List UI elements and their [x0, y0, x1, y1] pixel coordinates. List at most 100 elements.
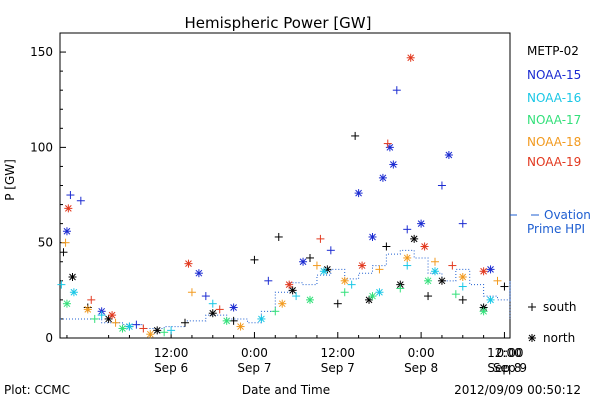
ovation-line [60, 249, 511, 329]
data-point-noaa-16-north [69, 288, 78, 297]
legend-north-marker [528, 334, 536, 342]
data-point-noaa-16-south [208, 299, 217, 308]
data-point-noaa-15-north [299, 257, 308, 266]
data-point-noaa-15-north [389, 160, 398, 169]
data-point-noaa-17-south [160, 328, 169, 337]
data-point-noaa-17-north [306, 295, 314, 304]
data-point-noaa-18-south [431, 257, 439, 266]
data-point-noaa-15-south [326, 246, 335, 255]
data-point-noaa-17-north [368, 292, 377, 301]
y-tick-label: 150 [30, 45, 53, 59]
data-point-metp-02-north [153, 326, 162, 335]
data-point-noaa-15-north [354, 189, 363, 198]
y-tick-label: 50 [38, 236, 53, 250]
data-point-noaa-17-south [271, 307, 280, 316]
data-point-metp-02-south [333, 299, 342, 308]
data-point-noaa-19-south [316, 234, 325, 243]
data-point-noaa-17-north [479, 307, 488, 316]
data-point-noaa-17-north [62, 299, 71, 308]
data-point-noaa-16-south [347, 280, 356, 289]
data-point-noaa-16-north [486, 295, 495, 304]
legend-south-label: south [543, 300, 577, 314]
data-point-noaa-15-south [132, 320, 141, 329]
x-axis-label: Date and Time [242, 383, 330, 397]
y-axis-ticks: 0 50 100 150 [30, 45, 66, 345]
data-point-noaa-19-north [406, 53, 415, 62]
data-point-noaa-17-south [90, 314, 99, 323]
data-point-noaa-15-south [437, 181, 446, 190]
legend-north-label: north [543, 331, 575, 345]
data-point-noaa-15-south [76, 196, 85, 205]
data-point-metp-02-north [288, 286, 297, 295]
y-tick-label: 100 [30, 140, 53, 154]
data-point-noaa-16-north [375, 288, 384, 297]
data-point-metp-02-south [424, 292, 433, 301]
y-tick-label: 0 [45, 331, 53, 345]
data-point-noaa-18-north [403, 253, 412, 262]
data-point-noaa-16-south [57, 280, 66, 289]
data-point-noaa-19-north [184, 259, 193, 268]
data-point-metp-02-south [250, 255, 259, 264]
x-tick-time: 0:00 [408, 346, 435, 360]
data-point-metp-02-north [410, 234, 419, 243]
data-point-noaa-15-south [201, 292, 210, 301]
legend-item-noaa-19: NOAA-19 [527, 155, 581, 169]
data-point-noaa-18-north [278, 299, 287, 308]
data-point-noaa-15-north [62, 227, 71, 236]
x-tick-time: 12:00 [320, 346, 355, 360]
data-point-noaa-18-south [61, 238, 70, 247]
legend-south-marker [528, 303, 536, 311]
legend-item-metp-02: METP-02 [527, 44, 579, 58]
data-point-noaa-19-north [64, 204, 73, 213]
data-point-noaa-16-north [257, 314, 266, 323]
data-point-noaa-16-north [125, 322, 134, 331]
legend-ovation-line2: Prime HPI [527, 222, 585, 236]
data-point-noaa-17-south [396, 284, 405, 293]
data-point-noaa-15-south [458, 219, 467, 228]
data-point-metp-02-south [382, 242, 391, 251]
data-point-metp-02-south [229, 316, 238, 325]
satellite-points [57, 53, 509, 339]
data-point-noaa-16-south [403, 261, 412, 270]
data-point-noaa-15-south [392, 86, 401, 95]
data-point-metp-02-south [306, 253, 314, 262]
legend-item-noaa-15: NOAA-15 [527, 68, 581, 82]
data-point-metp-02-south [181, 318, 189, 327]
data-point-noaa-16-north [319, 267, 328, 276]
data-point-noaa-19-north [108, 311, 117, 320]
y-axis-label: P [GW] [3, 159, 17, 201]
data-point-noaa-16-south [458, 282, 467, 291]
data-point-noaa-19-south [87, 295, 96, 304]
x-tick-date: Sep 7 [237, 361, 271, 375]
data-point-noaa-16-south [167, 326, 176, 335]
data-point-noaa-17-south [451, 290, 460, 299]
legend: METP-02 NOAA-15 NOAA-16 NOAA-17 NOAA-18 … [510, 44, 591, 345]
data-point-noaa-17-north [424, 276, 433, 285]
data-point-noaa-15-north [486, 265, 495, 274]
data-point-noaa-19-south [215, 305, 224, 314]
data-point-noaa-15-north [444, 151, 453, 159]
data-point-noaa-19-south [139, 324, 148, 333]
data-point-noaa-19-south [383, 139, 392, 148]
data-point-noaa-16-south [292, 292, 301, 301]
data-point-noaa-18-south [187, 288, 196, 297]
data-point-noaa-19-north [479, 267, 488, 276]
data-point-noaa-18-north [458, 273, 467, 281]
x-tick-date: Sep 9 [493, 361, 527, 375]
legend-ovation-line1: Ovation [544, 208, 591, 222]
x-tick-time: 12:00 [154, 346, 189, 360]
data-point-metp-02-north [437, 276, 446, 285]
data-point-noaa-16-north [431, 267, 439, 276]
legend-item-noaa-18: NOAA-18 [527, 135, 581, 149]
x-tick-time: 12:00 [487, 346, 522, 360]
data-point-noaa-15-north [194, 269, 203, 278]
data-point-noaa-18-north [340, 276, 349, 285]
chart-title: Hemispheric Power [GW] [185, 14, 372, 32]
legend-item-noaa-17: NOAA-17 [527, 113, 581, 127]
x-tick-time: 0:00 [497, 346, 524, 360]
data-point-metp-02-south [458, 295, 467, 304]
data-point-noaa-15-south [66, 191, 75, 200]
data-point-noaa-18-south [375, 265, 384, 274]
data-point-noaa-15-south [403, 225, 412, 234]
